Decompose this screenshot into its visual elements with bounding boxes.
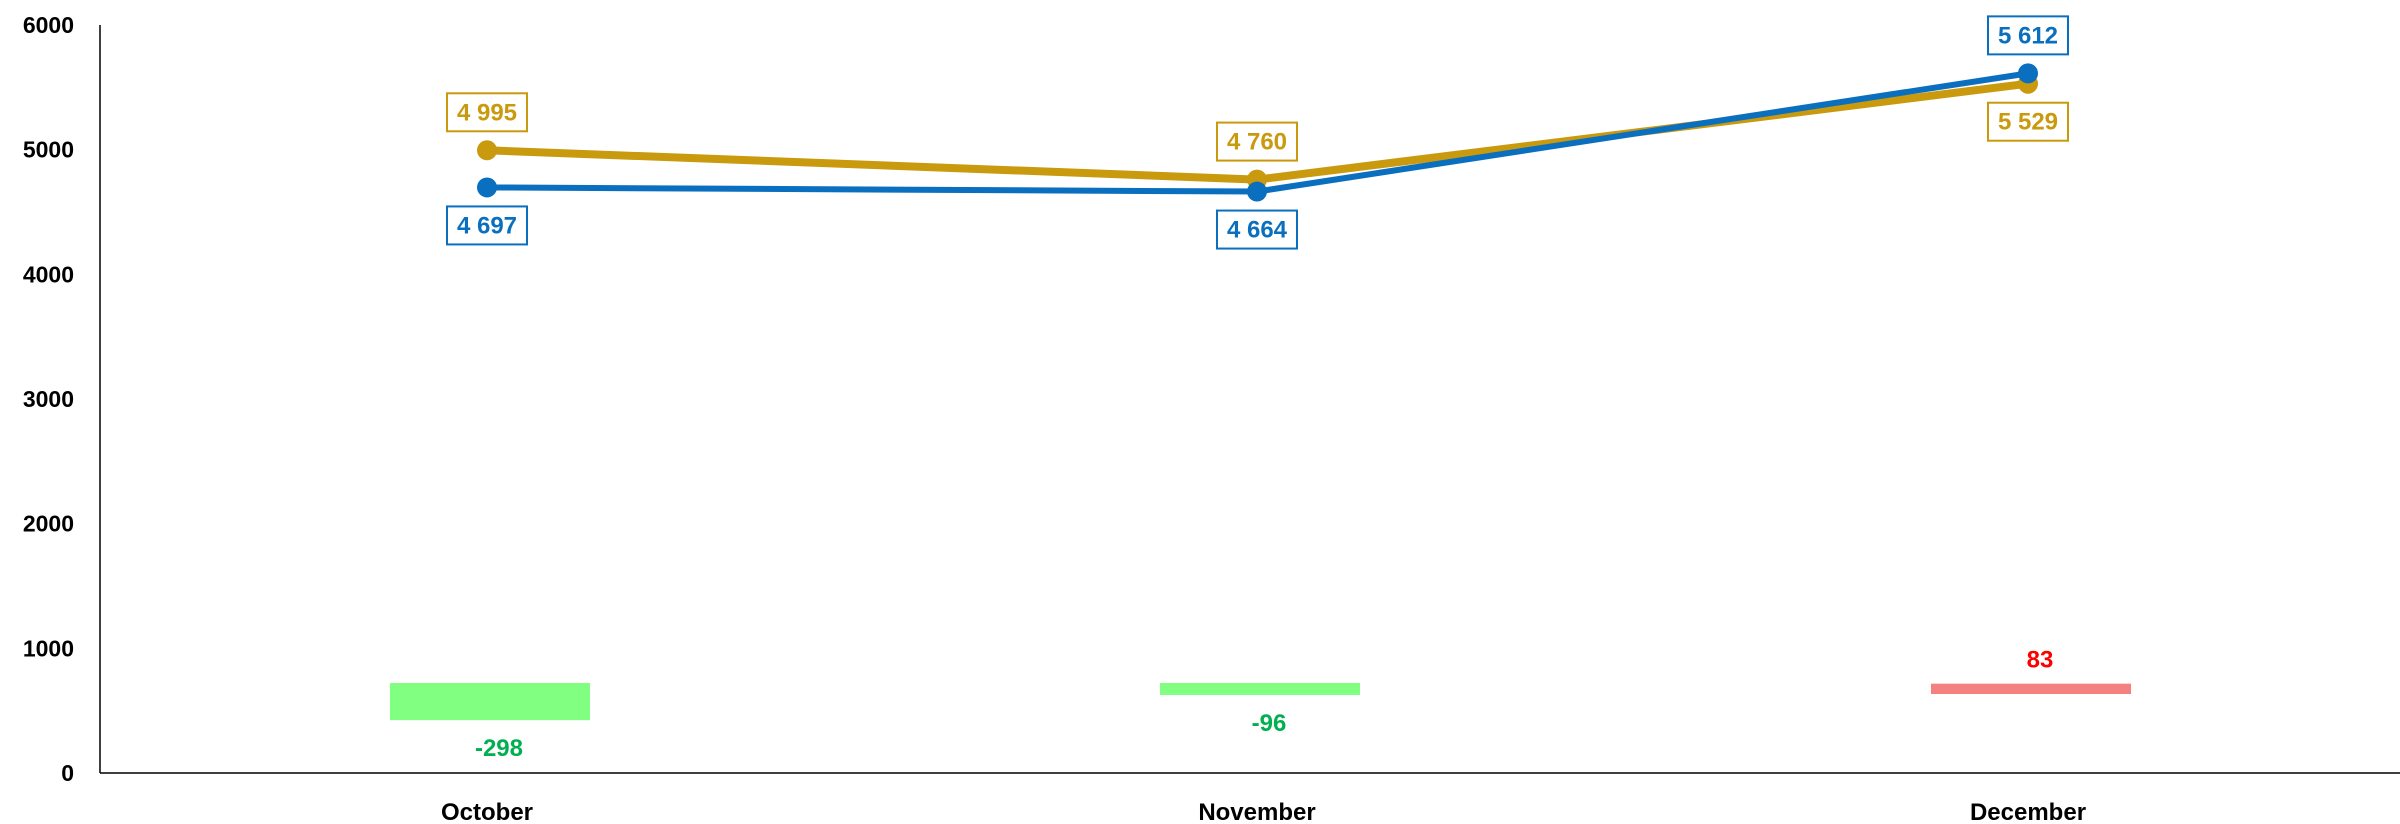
difference-bars xyxy=(390,683,2131,721)
series-point xyxy=(1247,181,1267,202)
y-tick-label: 4000 xyxy=(23,261,74,287)
data-label: 4 760 xyxy=(1227,129,1287,156)
y-tick-label: 6000 xyxy=(23,12,74,38)
data-labels: -298 -96 83 4 995 4 760 5 529 4 697 4 664 5 612 xyxy=(446,15,2069,762)
series-point xyxy=(477,140,497,161)
data-label: 4 995 xyxy=(457,99,517,126)
series-lines xyxy=(477,63,2038,202)
difference-label: -298 xyxy=(475,735,523,762)
difference-label: 83 xyxy=(2027,647,2054,674)
data-label-group: 5 612 xyxy=(1987,15,2069,56)
data-label-group: 4 760 xyxy=(1216,121,1298,162)
data-label-box xyxy=(1216,121,1298,162)
x-tick-label: November xyxy=(1198,799,1315,824)
x-tick-label: October xyxy=(441,799,533,824)
data-label: 5 612 xyxy=(1998,22,2058,49)
data-label-box xyxy=(446,205,528,246)
difference-bar xyxy=(390,683,590,721)
data-label: 5 529 xyxy=(1998,109,2058,136)
difference-bar xyxy=(1931,683,2131,694)
x-tick-label: December xyxy=(1970,799,2086,824)
data-label: 4 664 xyxy=(1227,217,1288,244)
y-tick-label: 0 xyxy=(61,760,74,786)
series-point xyxy=(477,177,497,198)
data-label-box xyxy=(1987,101,2069,142)
data-label-group: 5 529 xyxy=(1987,101,2069,142)
y-tick-label: 1000 xyxy=(23,635,74,661)
y-tick-label: 5000 xyxy=(23,137,74,163)
data-label-box xyxy=(1987,15,2069,56)
data-label-group: 4 664 xyxy=(1216,209,1298,250)
data-label-box xyxy=(1216,209,1298,250)
axes: 0 1000 2000 3000 4000 5000 6000 October November… xyxy=(23,12,2400,824)
data-label: 4 697 xyxy=(457,212,517,239)
y-tick-label: 2000 xyxy=(23,511,74,537)
difference-label: -96 xyxy=(1252,710,1287,737)
series-point xyxy=(2018,63,2038,84)
data-label-group: 4 697 xyxy=(446,205,528,246)
data-label-box xyxy=(446,92,528,133)
y-tick-label: 3000 xyxy=(23,386,74,412)
data-label-group: 4 995 xyxy=(446,92,528,133)
difference-bar xyxy=(1160,683,1360,695)
